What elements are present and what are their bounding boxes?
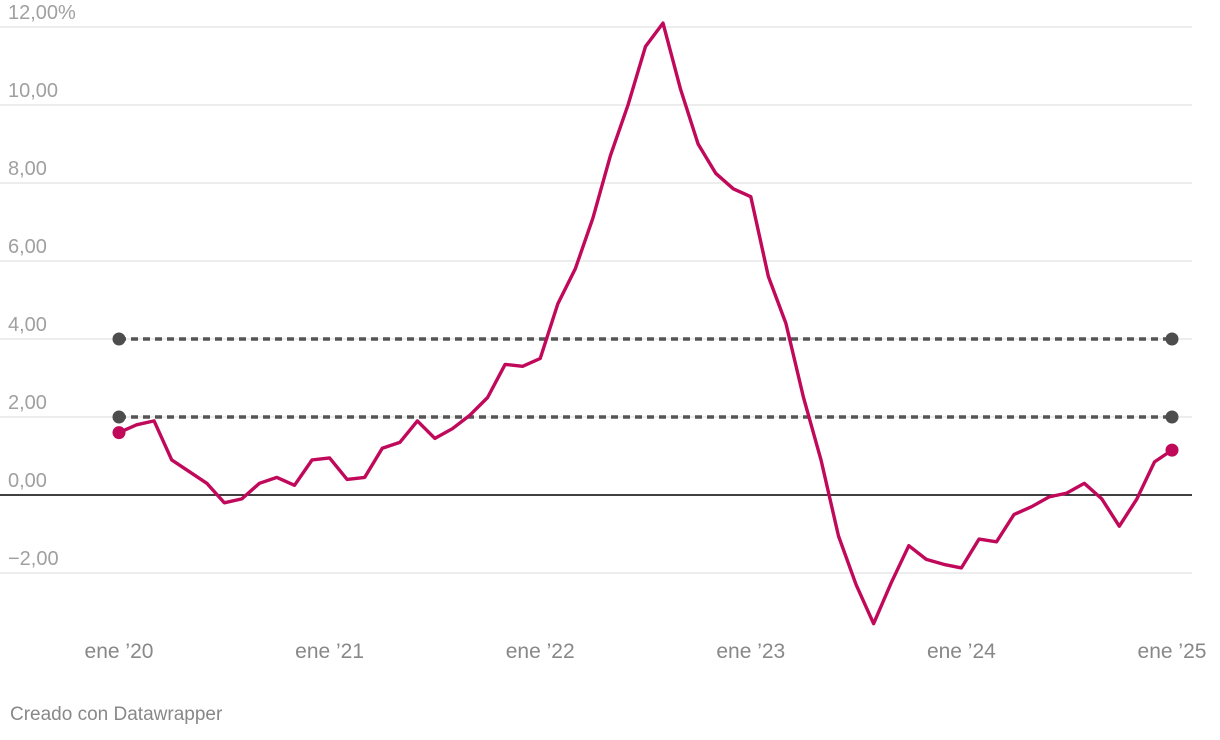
grid-lines bbox=[0, 26, 1192, 574]
y-tick-label: 8,00 bbox=[8, 158, 47, 180]
reference-line-end-dot bbox=[1165, 410, 1179, 424]
x-tick-label: ene ’25 bbox=[1138, 640, 1207, 663]
credit-text: Creado con Datawrapper bbox=[10, 704, 223, 725]
series-end-dot bbox=[1165, 443, 1179, 457]
reference-line-start-dot bbox=[112, 332, 126, 346]
x-tick-label: ene ’22 bbox=[506, 640, 575, 663]
inflation-line-chart: −2,00 0,00 2,00 4,00 6,00 8,00 10,00 12,00% ene… bbox=[0, 2, 1207, 663]
reference-line-start-dot bbox=[112, 410, 126, 424]
reference-line-end-dot bbox=[1165, 332, 1179, 346]
y-tick-label: 10,00 bbox=[8, 80, 58, 102]
y-tick-label: 4,00 bbox=[8, 314, 47, 336]
series-start-dot bbox=[112, 426, 126, 440]
x-tick-label: ene ’21 bbox=[295, 640, 364, 663]
y-tick-label: 2,00 bbox=[8, 392, 47, 414]
y-axis-ticks: −2,00 0,00 2,00 4,00 6,00 8,00 10,00 12,00% bbox=[8, 2, 76, 570]
y-tick-label: 6,00 bbox=[8, 236, 47, 258]
y-tick-label: 0,00 bbox=[8, 470, 47, 492]
x-tick-label: ene ’20 bbox=[85, 640, 154, 663]
y-tick-label: −2,00 bbox=[8, 548, 59, 570]
x-axis-ticks: ene ’20 ene ’21 ene ’22 ene ’23 ene ’24 ene ’… bbox=[85, 640, 1207, 663]
series-group bbox=[112, 21, 1179, 626]
x-tick-label: ene ’23 bbox=[716, 640, 785, 663]
x-tick-label: ene ’24 bbox=[927, 640, 996, 663]
reference-lines bbox=[112, 332, 1179, 424]
y-tick-label: 12,00% bbox=[8, 2, 76, 24]
series-line bbox=[117, 21, 1174, 626]
